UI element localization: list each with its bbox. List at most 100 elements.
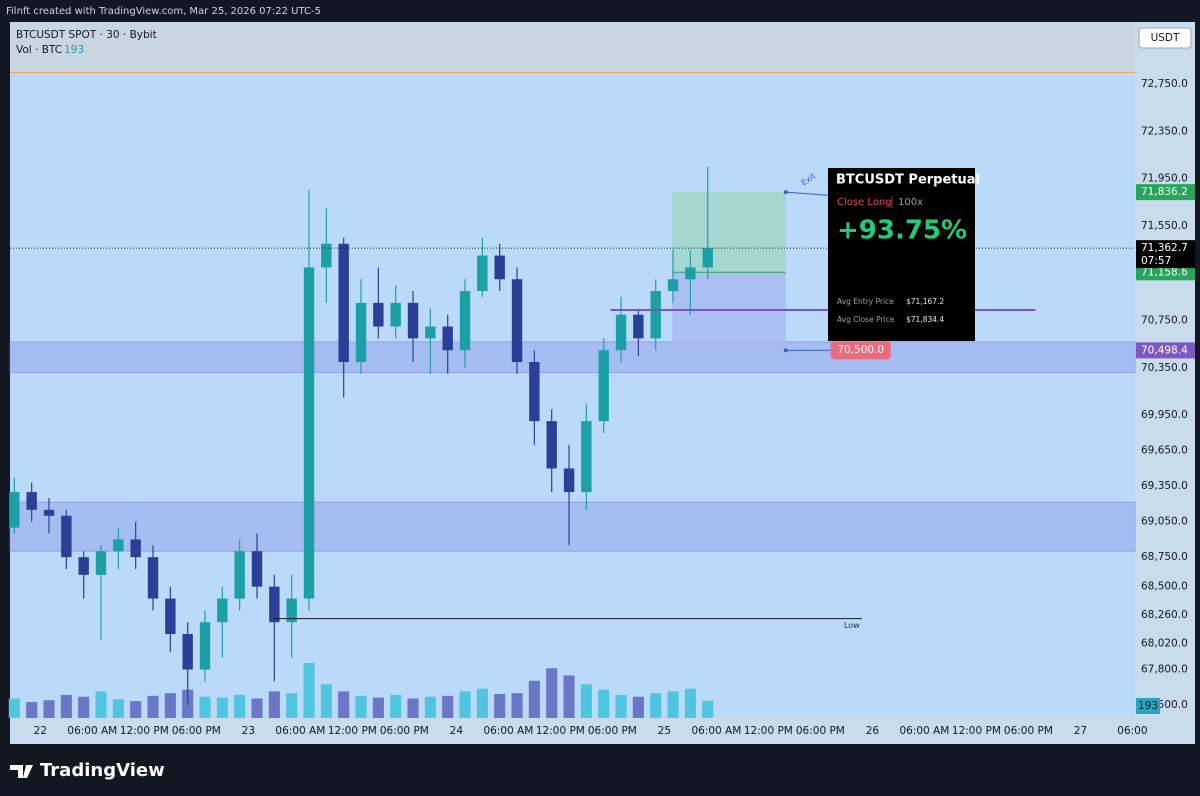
card-row-label: Avg Entry Price: [837, 297, 894, 306]
candle-body: [581, 421, 592, 493]
candle-body: [321, 243, 332, 268]
current-price-label: 71,362.7: [1141, 242, 1188, 254]
volume-bar: [424, 696, 436, 718]
y-tick-label: 68,750.0: [1141, 551, 1188, 563]
volume-bar: [476, 688, 488, 718]
y-tick-label: 69,650.0: [1141, 445, 1188, 457]
y-tick-label: 68,260.0: [1141, 609, 1188, 621]
volume-bar: [511, 693, 523, 718]
candle-body: [598, 350, 609, 422]
candle-body: [390, 302, 401, 327]
position-risk: [672, 272, 786, 351]
candle-body: [165, 598, 176, 635]
price-tag: [1136, 264, 1195, 281]
countdown: 07:57: [1141, 255, 1171, 267]
volume-bar: [251, 698, 263, 718]
x-tick-label: 22: [34, 725, 47, 737]
plot-background: [10, 22, 1135, 718]
candle-body: [685, 267, 696, 280]
x-tick-label: 06:00 AM: [691, 725, 741, 737]
candle-body: [251, 551, 263, 587]
card-background: [828, 168, 975, 341]
volume-bar: [43, 700, 55, 718]
candle-body: [182, 634, 193, 670]
brand-logo: [10, 765, 33, 778]
volume-bar: [320, 684, 332, 718]
card-title: BTCUSDT Perpetual: [836, 173, 980, 188]
volume-bar: [286, 693, 298, 718]
currency-box[interactable]: [1138, 27, 1192, 49]
candle-body: [26, 492, 37, 510]
candle-body: [511, 279, 523, 363]
x-tick-label: 12:00 PM: [536, 725, 585, 737]
callout-dot: [783, 348, 788, 353]
candle-body: [303, 267, 315, 599]
x-tick-label: 26: [866, 725, 880, 737]
callout-label: 70,500.0: [837, 344, 884, 356]
x-tick-label: 12:00 PM: [744, 725, 793, 737]
volume-bar: [355, 695, 367, 718]
x-tick-label: 06:00 PM: [1004, 725, 1053, 737]
candle-body: [407, 302, 419, 339]
y-tick-label: 70,750.0: [1141, 315, 1188, 327]
candle-body: [61, 515, 72, 558]
y-tick-label: 69,950.0: [1141, 409, 1188, 421]
brand: TradingView: [10, 760, 165, 781]
candle-body: [130, 539, 141, 558]
candle-body: [563, 468, 575, 493]
y-tick-label: 71,950.0: [1141, 173, 1188, 185]
currency[interactable]: USDT: [1151, 32, 1180, 44]
candle-body: [425, 326, 436, 339]
x-tick-label: 06:00 AM: [483, 725, 533, 737]
volume-bar: [303, 663, 315, 718]
volume-bar: [60, 694, 72, 718]
candle-body: [78, 557, 89, 575]
x-tick-label: 27: [1074, 725, 1087, 737]
candle-body: [477, 255, 488, 292]
time-axis: [10, 718, 1195, 744]
x-tick-label: 06:00 PM: [380, 725, 429, 737]
volume-bar: [684, 688, 696, 718]
top-band: [10, 22, 1135, 72]
volume-bar: [268, 691, 280, 718]
price-tag-label: 71,836.2: [1141, 186, 1188, 198]
low-label: Low: [844, 621, 860, 630]
volume-bar: [8, 698, 20, 718]
callout-tag: [830, 341, 891, 360]
candle-body: [147, 557, 159, 599]
candle-body: [113, 539, 124, 552]
volume-bar: [130, 701, 142, 718]
candle-body: [667, 279, 679, 292]
volume-bar: [546, 668, 558, 718]
volume-bar: [632, 696, 644, 718]
x-tick-label: 06:00 PM: [588, 725, 637, 737]
card-action: Close Long: [837, 197, 892, 208]
candle-body: [338, 243, 349, 363]
candle-body: [9, 492, 20, 528]
price-axis: [1135, 22, 1195, 718]
volume-tag: [1136, 698, 1160, 714]
card-leverage: 100x: [898, 197, 923, 208]
volume-bar: [702, 700, 714, 718]
volume-bar: [216, 697, 228, 718]
volume-bar: [563, 675, 575, 718]
candle-body: [269, 586, 280, 623]
x-tick-label: 24: [450, 725, 464, 737]
x-tick-label: 25: [658, 725, 671, 737]
x-tick-label: 12:00 PM: [952, 725, 1001, 737]
volume-bar: [459, 691, 471, 718]
candle-body: [43, 509, 55, 516]
candle-body: [373, 302, 384, 327]
volume-bar: [147, 695, 159, 718]
price-tag-label: 70,498.4: [1141, 344, 1188, 356]
volume-bar: [338, 691, 350, 718]
volume-bar: [407, 698, 419, 718]
legend-symbol: BTCUSDT SPOT · 30 · Bybit: [16, 29, 157, 41]
candle-body: [217, 598, 228, 623]
price-tag-label: 71,158.6: [1141, 266, 1188, 278]
legend-volume-value: 193: [64, 44, 84, 56]
position-profit: [672, 192, 786, 273]
volume-bar: [390, 694, 402, 718]
candle-body: [459, 291, 471, 351]
candle-body: [199, 622, 211, 670]
